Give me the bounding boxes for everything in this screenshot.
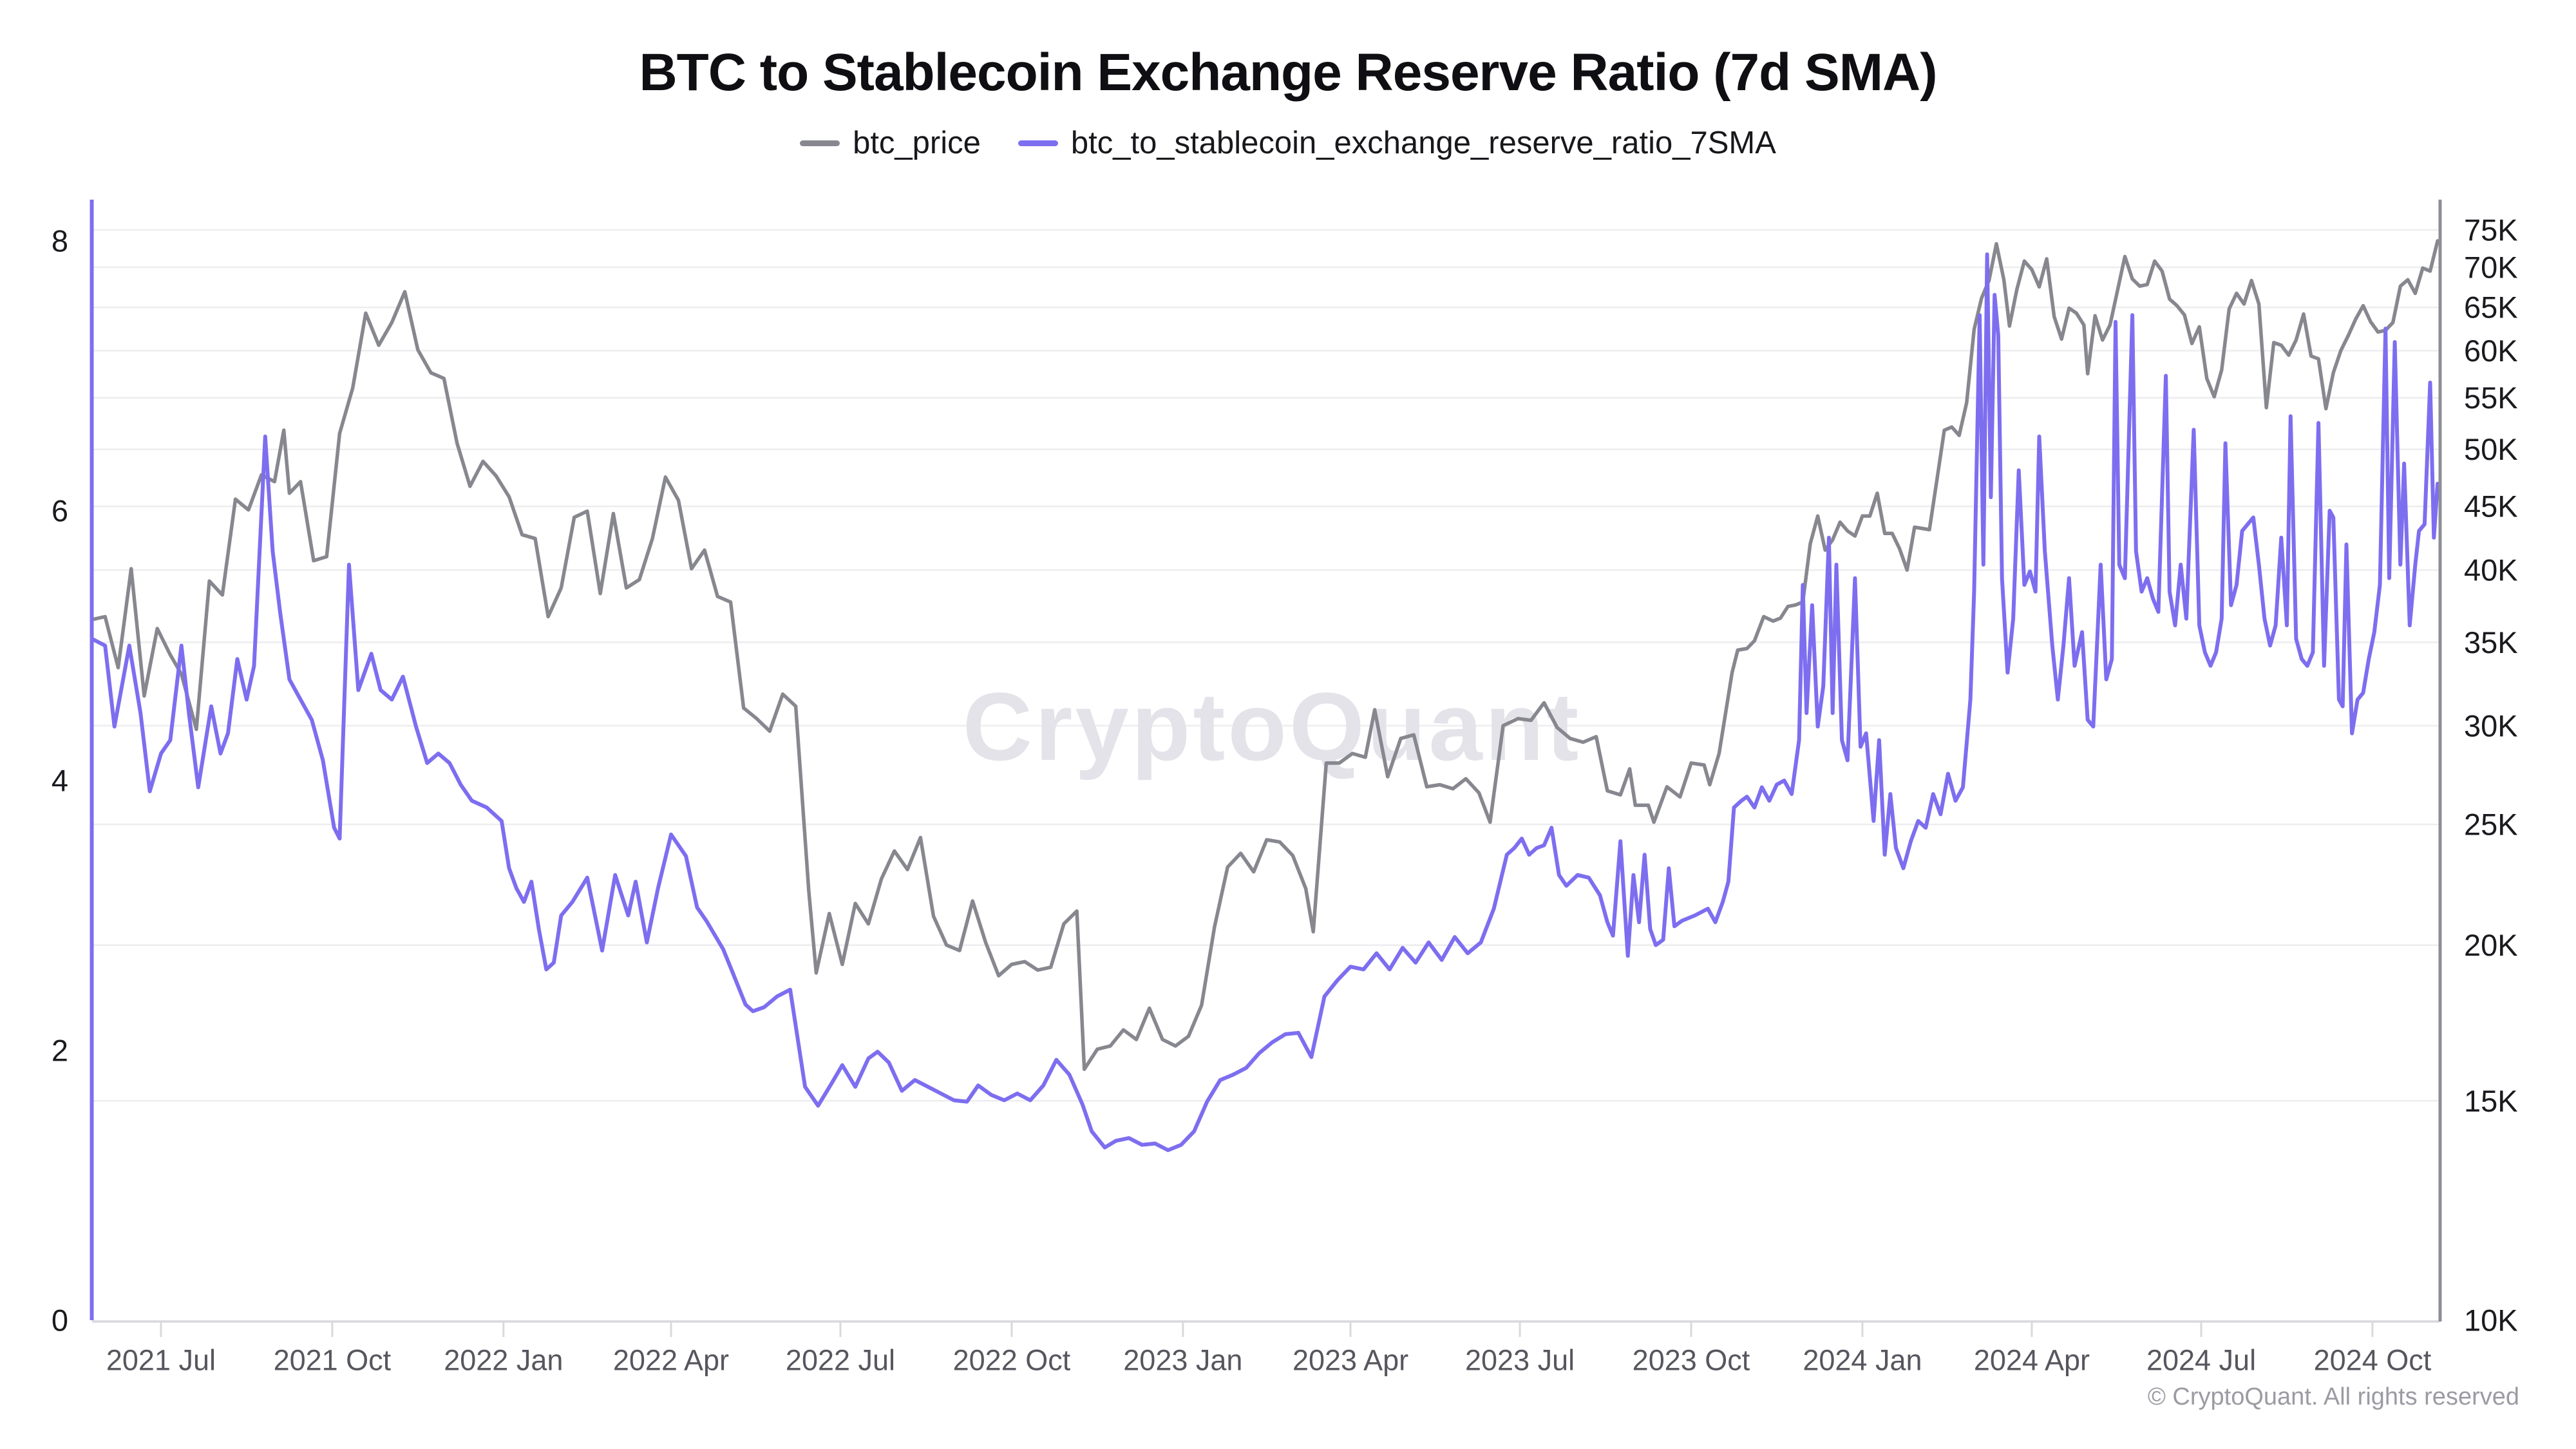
right-axis-label: 20K — [2464, 928, 2518, 962]
right-axis-label: 25K — [2464, 808, 2518, 842]
x-axis-label: 2022 Jan — [444, 1344, 563, 1377]
x-axis-label: 2022 Apr — [613, 1344, 729, 1377]
x-axis-label: 2024 Jul — [2146, 1344, 2256, 1377]
left-axis-label: 4 — [52, 764, 68, 798]
x-axis-label: 2023 Jul — [1465, 1344, 1575, 1377]
right-axis-label: 55K — [2464, 381, 2518, 415]
left-axis-label: 2 — [52, 1034, 68, 1068]
x-axis-label: 2021 Oct — [274, 1344, 392, 1377]
series-line-btc_to_stablecoin_exchange_reserve_ratio_7SMA — [90, 252, 2440, 1152]
x-axis-label: 2022 Jul — [786, 1344, 895, 1377]
x-axis-label: 2024 Jan — [1803, 1344, 1922, 1377]
right-axis-label: 50K — [2464, 432, 2518, 466]
right-axis-label: 75K — [2464, 213, 2518, 247]
right-axis-label: 40K — [2464, 553, 2518, 587]
right-axis-label: 30K — [2464, 708, 2518, 743]
x-axis-label: 2024 Apr — [1974, 1344, 2090, 1377]
legend-item-ratio[interactable]: btc_to_stablecoin_exchange_reserve_ratio… — [1018, 128, 1776, 159]
left-axis-label: 6 — [52, 494, 68, 528]
right-axis-label: 45K — [2464, 489, 2518, 524]
copyright-note: © CryptoQuant. All rights reserved — [2147, 1383, 2519, 1410]
legend: btc_price btc_to_stablecoin_exchange_res… — [0, 128, 2576, 159]
right-axis-label: 10K — [2464, 1303, 2518, 1338]
x-axis-label: 2023 Jan — [1123, 1344, 1242, 1377]
watermark: CryptoQuant — [963, 672, 1582, 781]
x-axis-label: 2024 Oct — [2314, 1344, 2432, 1377]
legend-label-btc-price: btc_price — [853, 126, 981, 160]
series-line-btc_price — [90, 239, 2439, 1072]
right-axis-label: 60K — [2464, 334, 2518, 368]
chart-title: BTC to Stablecoin Exchange Reserve Ratio… — [639, 43, 1937, 102]
legend-swatch-btc-price — [800, 140, 840, 146]
legend-swatch-ratio — [1018, 140, 1058, 146]
legend-item-btc-price[interactable]: btc_price — [800, 128, 981, 159]
x-axis-label: 2021 Jul — [106, 1344, 216, 1377]
legend-label-ratio: btc_to_stablecoin_exchange_reserve_ratio… — [1070, 126, 1776, 160]
right-axis-label: 35K — [2464, 625, 2518, 659]
x-axis-label: 2023 Apr — [1293, 1344, 1408, 1377]
right-axis-label: 70K — [2464, 250, 2518, 284]
x-axis-label: 2022 Oct — [953, 1344, 1071, 1377]
left-axis-label: 8 — [52, 224, 68, 258]
right-axis-label: 15K — [2464, 1084, 2518, 1118]
x-axis-label: 2023 Oct — [1633, 1344, 1750, 1377]
right-axis-label: 65K — [2464, 290, 2518, 325]
left-axis-label: 0 — [52, 1303, 68, 1338]
